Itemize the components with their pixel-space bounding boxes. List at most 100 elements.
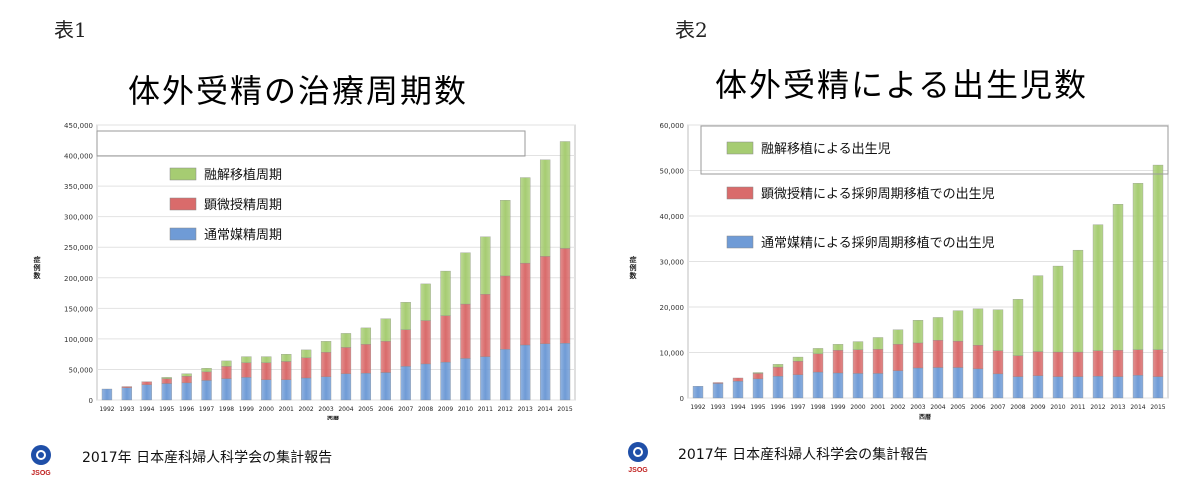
bar-segment <box>1032 375 1044 399</box>
bar-segment <box>340 373 352 401</box>
y-axis-label: 例 <box>630 263 637 272</box>
bar-segment <box>440 361 451 401</box>
x-tick-label: 2004 <box>338 406 353 413</box>
figure-label: 表2 <box>675 18 708 42</box>
bar-segment <box>281 354 292 362</box>
source-note: 2017年 日本産科婦人科学会の集計報告 <box>678 447 929 463</box>
x-tick-label: 2011 <box>1070 404 1085 411</box>
bar-segment <box>221 360 232 367</box>
bar-segment <box>360 344 372 374</box>
x-tick-label: 2013 <box>1110 404 1125 411</box>
bar-segment <box>1012 376 1024 399</box>
jsog-logo: JSOG <box>625 440 651 478</box>
bar-segment <box>772 376 784 399</box>
y-tick-label: 10,000 <box>660 350 685 358</box>
bar-segment <box>992 309 1004 351</box>
bar-segment <box>261 362 272 380</box>
bar-segment <box>752 373 764 380</box>
y-axis-label: 数 <box>630 271 638 280</box>
legend-swatch <box>169 227 197 241</box>
x-tick-label: 2014 <box>1130 404 1145 411</box>
bar-segment <box>1152 349 1164 377</box>
bar-segment <box>932 367 944 399</box>
bar-segment <box>792 374 804 399</box>
x-tick-label: 2007 <box>398 406 413 413</box>
bar-segment <box>1052 265 1064 353</box>
x-tick-label: 2012 <box>1090 404 1105 411</box>
x-tick-label: 1995 <box>750 404 765 411</box>
x-tick-label: 2007 <box>990 404 1005 411</box>
bar-segment <box>1032 275 1044 352</box>
bar-segment <box>121 387 133 401</box>
x-tick-label: 1997 <box>790 404 805 411</box>
bar-segment <box>181 382 192 401</box>
source-note: 2017年 日本産科婦人科学会の集計報告 <box>82 450 333 466</box>
bar-segment <box>460 252 471 305</box>
chart-panel-1: 表1 体外受精の治療周期数 0 50,000 100,000 150,000 200,0… <box>31 18 576 477</box>
bar-segment <box>752 378 764 399</box>
bar-segment <box>1112 376 1124 399</box>
bar-segment <box>832 344 844 351</box>
bar-segment <box>1132 349 1144 376</box>
y-tick-label: 300,000 <box>64 214 93 222</box>
x-tick-label: 2001 <box>870 404 885 411</box>
bar-segment <box>852 341 864 350</box>
x-tick-label: 2015 <box>557 406 572 413</box>
y-tick-label: 50,000 <box>69 366 94 374</box>
bar-segment <box>952 367 964 399</box>
y-tick-label: 40,000 <box>660 213 685 221</box>
y-axis-label: 例 <box>34 263 41 272</box>
bar-segment <box>420 283 431 321</box>
bar-segment <box>1052 376 1064 399</box>
x-tick-label: 2009 <box>438 406 453 413</box>
x-tick-label: 2001 <box>279 406 294 413</box>
bar-segment <box>972 368 984 399</box>
bar-segment <box>460 303 471 359</box>
bar-segment <box>261 379 272 401</box>
y-tick-label: 60,000 <box>660 122 685 130</box>
bar-segment <box>712 382 724 384</box>
chart-panel-2: 表2 体外受精による出生児数 0 10,000 20,000 30,000 40,000… <box>600 0 1200 484</box>
bar-segment <box>201 371 212 381</box>
bar-segment <box>792 356 804 362</box>
stacked-bar-chart: 0 10,000 20,000 30,000 40,000 50,000 60,000 199… <box>630 122 1169 420</box>
bar-segment <box>772 366 784 377</box>
bar-segment <box>300 349 312 358</box>
bar-segment <box>161 378 172 384</box>
x-tick-label: 1993 <box>119 406 134 413</box>
legend-label: 融解移植による出生児 <box>761 142 891 157</box>
x-tick-label: 1999 <box>830 404 845 411</box>
legend-label: 融解移植周期 <box>204 168 282 183</box>
bar-segment <box>792 360 804 375</box>
x-axis-label: 西暦 <box>327 415 339 420</box>
y-axis-label: 症 <box>630 255 637 264</box>
x-tick-label: 2008 <box>418 406 433 413</box>
bar-segment <box>320 352 332 377</box>
x-tick-label: 1999 <box>239 406 254 413</box>
bar-segment <box>1132 183 1144 350</box>
bar-segment <box>852 373 864 399</box>
y-tick-label: 0 <box>680 395 684 403</box>
bar-segment <box>892 344 904 371</box>
bar-segment <box>520 344 531 401</box>
bar-segment <box>300 357 312 379</box>
x-tick-label: 2006 <box>970 404 985 411</box>
bar-segment <box>1012 355 1024 377</box>
bar-segment <box>300 377 312 401</box>
bar-segment <box>400 302 411 330</box>
x-tick-label: 2008 <box>1010 404 1025 411</box>
bar-segment <box>872 349 884 374</box>
bar-segment <box>559 343 571 401</box>
bar-segment <box>221 366 232 379</box>
y-axis-label: 症 <box>34 255 41 264</box>
x-tick-label: 2011 <box>478 406 493 413</box>
bar-segment <box>480 294 491 357</box>
legend-swatch <box>726 235 754 249</box>
x-tick-label: 1996 <box>179 406 194 413</box>
x-tick-label: 1996 <box>770 404 785 411</box>
bar-segment <box>221 378 232 401</box>
legend-frame <box>700 125 1169 175</box>
bar-segment <box>992 350 1004 375</box>
x-tick-label: 1993 <box>710 404 725 411</box>
y-tick-label: 0 <box>89 397 93 405</box>
